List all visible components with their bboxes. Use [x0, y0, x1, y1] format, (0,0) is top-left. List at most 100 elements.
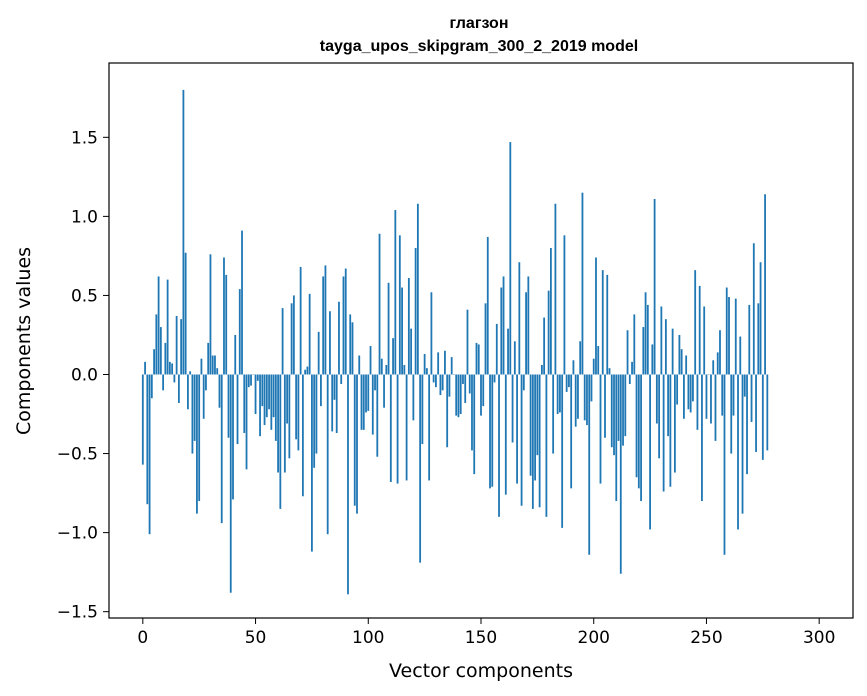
bar-component-80: [322, 276, 325, 375]
x-tick-label: 50: [245, 628, 267, 648]
bar-component-39: [229, 374, 232, 593]
bar-component-72: [304, 369, 307, 375]
bar-component-15: [175, 315, 178, 375]
bar-component-232: [664, 319, 667, 375]
bar-component-271: [752, 243, 755, 375]
bar-component-134: [444, 350, 446, 375]
bar-component-22: [191, 374, 194, 454]
bar-component-176: [538, 374, 541, 508]
bar-component-188: [565, 374, 568, 392]
bar-component-252: [710, 374, 712, 424]
bar-component-58: [272, 374, 275, 418]
bar-component-147: [473, 374, 476, 475]
bar-component-132: [439, 374, 442, 396]
bar-component-277: [766, 374, 769, 451]
bar-component-63: [283, 374, 286, 473]
bar-component-258: [723, 374, 726, 555]
bar-component-120: [412, 374, 415, 421]
y-tick-label: 1.0: [71, 207, 98, 227]
bar-component-250: [705, 374, 708, 419]
bar-component-270: [750, 374, 753, 422]
bar-component-224: [646, 304, 649, 375]
bar-component-171: [527, 276, 530, 375]
bar-component-148: [475, 342, 478, 375]
bar-component-73: [306, 366, 309, 375]
bar-component-57: [270, 374, 273, 430]
y-tick-label: −1.0: [57, 524, 98, 544]
bar-component-265: [739, 336, 742, 375]
bar-component-90: [344, 268, 347, 375]
y-tick-label: −1.5: [57, 603, 98, 623]
bar-component-56: [268, 374, 270, 410]
bar-component-260: [728, 297, 730, 375]
bar-component-219: [635, 374, 638, 478]
y-axis-ticks: −1.5 −1.0 −0.5 0.0 0.5 1.0 1.5: [57, 128, 109, 623]
bar-component-239: [680, 349, 683, 375]
bar-component-114: [398, 235, 401, 375]
bar-component-131: [437, 352, 440, 375]
bar-component-115: [401, 287, 403, 375]
bar-component-130: [435, 374, 437, 388]
bar-component-249: [703, 306, 706, 375]
bar-component-37: [225, 274, 228, 375]
bar-component-117: [405, 374, 408, 481]
bar-component-242: [687, 374, 690, 410]
bar-component-1: [144, 361, 146, 375]
bar-component-194: [579, 341, 582, 375]
bar-component-185: [559, 374, 561, 413]
bar-component-144: [466, 309, 469, 375]
bar-component-36: [223, 257, 225, 375]
bar-component-247: [698, 285, 701, 375]
bar-component-17: [180, 319, 183, 375]
x-tick-label: 0: [137, 628, 148, 648]
bar-component-226: [651, 344, 654, 375]
bar-component-214: [624, 374, 627, 437]
bar-component-79: [320, 374, 322, 407]
bar-component-5: [153, 349, 155, 375]
bar-component-275: [761, 374, 764, 460]
bar-component-85: [333, 374, 336, 400]
bar-component-59: [274, 374, 277, 441]
y-axis-label: Components values: [13, 247, 35, 435]
bar-component-69: [297, 374, 300, 451]
bar-component-192: [574, 374, 577, 427]
bar-component-211: [617, 374, 620, 441]
bar-component-210: [615, 374, 618, 501]
bar-component-92: [349, 314, 352, 375]
bar-component-274: [759, 262, 762, 375]
bar-component-83: [329, 311, 331, 375]
bar-component-14: [173, 374, 176, 383]
bar-component-0: [141, 374, 144, 465]
bar-component-100: [367, 374, 370, 411]
bar-component-203: [599, 374, 602, 484]
bar-component-107: [383, 374, 385, 408]
bar-component-104: [376, 374, 379, 457]
bar-component-229: [658, 374, 661, 459]
bar-component-119: [410, 328, 413, 375]
bar-component-38: [227, 374, 230, 438]
bar-component-225: [649, 374, 651, 530]
bar-component-200: [592, 358, 595, 375]
bar-component-52: [259, 374, 261, 437]
x-tick-label: 250: [690, 628, 722, 648]
bar-component-25: [198, 374, 201, 501]
bar-component-41: [234, 334, 237, 375]
bar-component-77: [315, 374, 318, 454]
bar-component-124: [421, 374, 424, 445]
bar-component-156: [493, 374, 496, 383]
bar-component-273: [757, 303, 760, 375]
bar-component-3: [148, 374, 151, 535]
bar-component-51: [256, 374, 259, 381]
bar-component-141: [459, 374, 462, 415]
bar-component-95: [356, 374, 358, 514]
bar-component-96: [358, 355, 361, 375]
bar-component-42: [236, 374, 239, 445]
bar-component-267: [743, 374, 746, 397]
y-tick-label: 0.5: [71, 286, 98, 306]
bar-component-182: [552, 374, 555, 454]
bar-component-215: [626, 330, 629, 375]
bar-component-264: [737, 374, 739, 530]
bar-component-256: [719, 330, 721, 375]
bar-component-231: [662, 374, 665, 492]
bar-component-212: [619, 374, 622, 574]
